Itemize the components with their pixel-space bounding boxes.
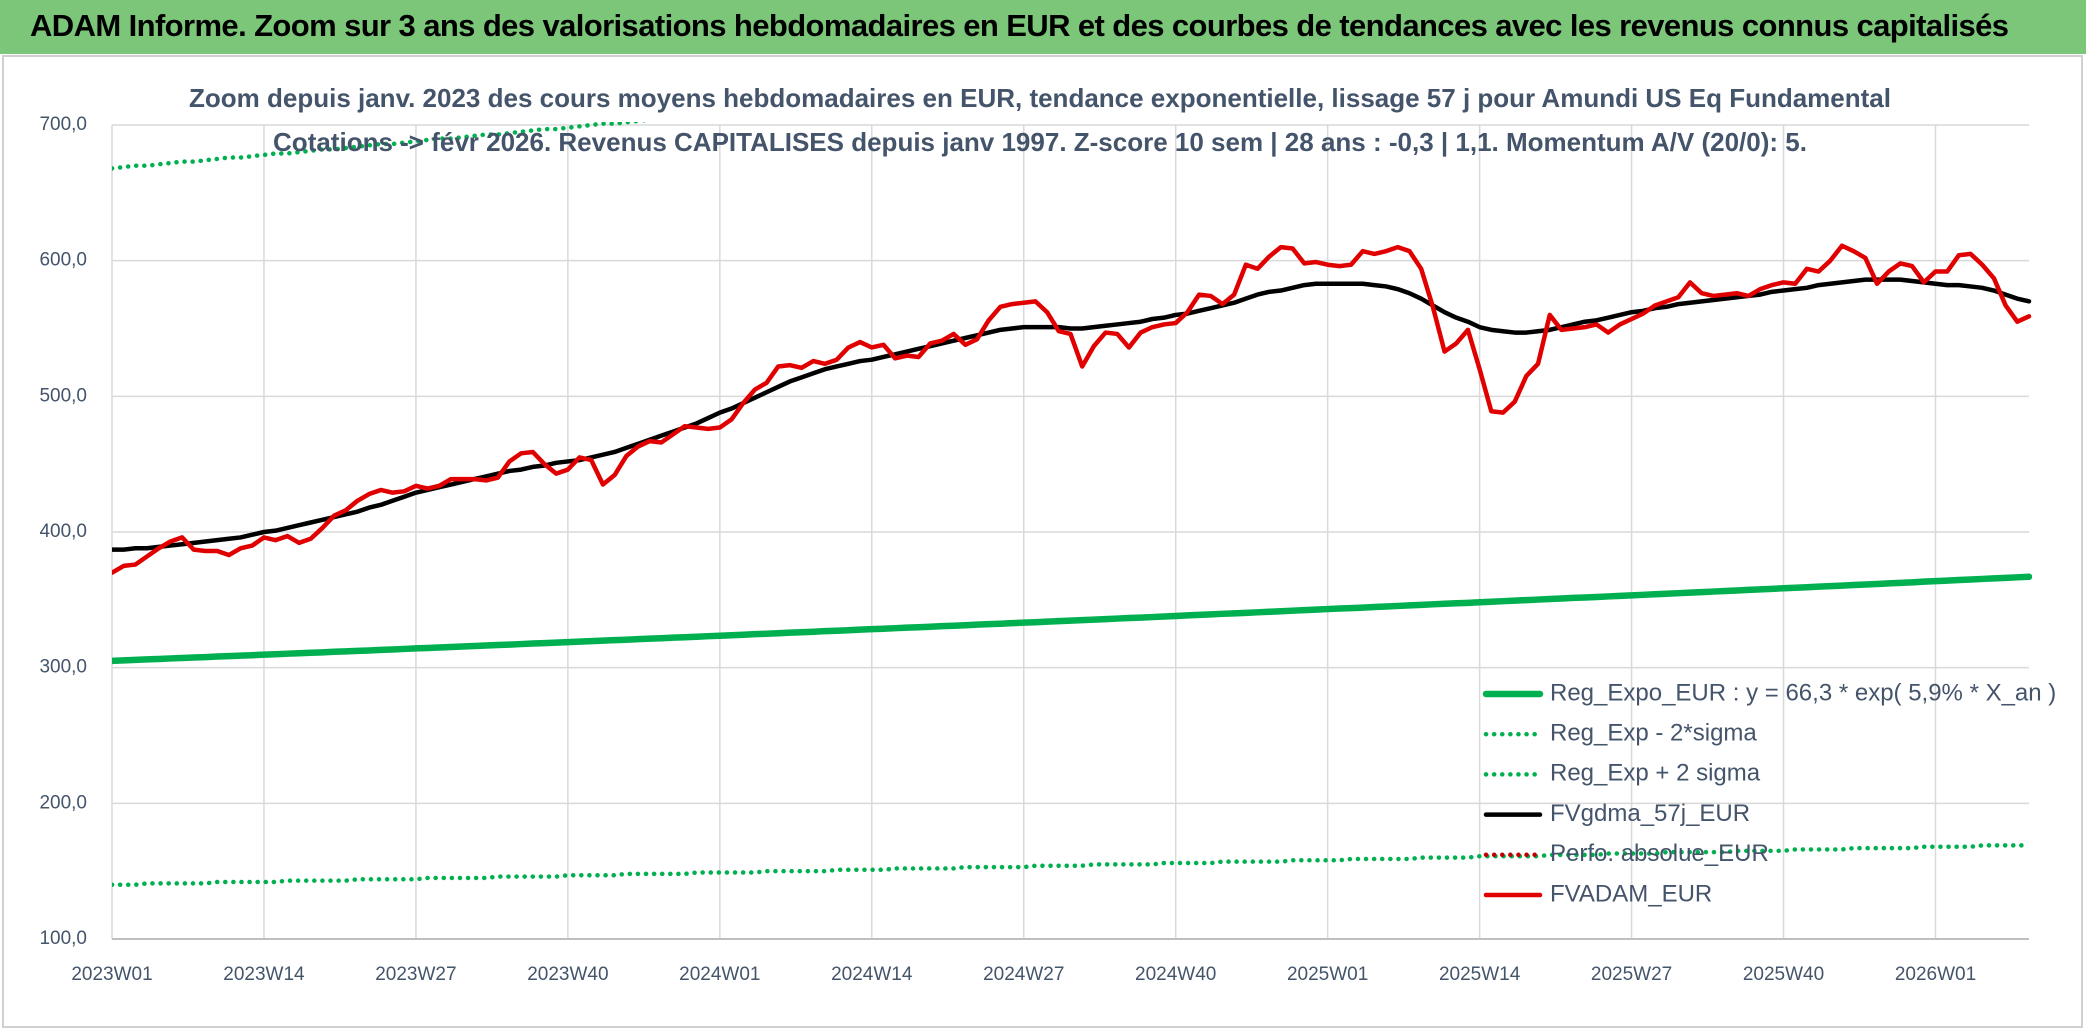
- series-line: [112, 277, 2032, 552]
- x-tick-label: 2023W40: [527, 964, 608, 985]
- chart-title: Zoom depuis janv. 2023 des cours moyens …: [189, 83, 1891, 113]
- y-tick-label: 600,0: [39, 250, 87, 271]
- series-line: [112, 573, 2032, 665]
- legend-label: Reg_Exp + 2 sigma: [1550, 760, 1761, 787]
- x-tick-label: 2025W27: [1591, 964, 1672, 985]
- page-title: ADAM Informe. Zoom sur 3 ans des valoris…: [30, 8, 2009, 43]
- x-tick-label: 2024W40: [1135, 964, 1216, 985]
- y-tick-label: 500,0: [39, 385, 87, 406]
- y-tick-label: 200,0: [39, 792, 87, 813]
- chart-subtitle: Cotations -> févr 2026. Revenus CAPITALI…: [273, 127, 1807, 157]
- x-tick-label: 2023W27: [375, 964, 456, 985]
- x-tick-label: 2024W14: [831, 964, 913, 985]
- legend-label: FVADAM_EUR: [1550, 880, 1712, 907]
- chart-frame: [2, 55, 2083, 1028]
- y-tick-label: 700,0: [39, 114, 87, 135]
- x-tick-label: 2026W01: [1895, 964, 1976, 985]
- grid: [111, 124, 2029, 940]
- y-tick-label: 400,0: [39, 521, 87, 542]
- x-tick-label: 2023W14: [223, 964, 305, 985]
- x-tick-label: 2025W14: [1439, 964, 1521, 985]
- legend: Reg_Expo_EUR : y = 66,3 * exp( 5,9% * X_…: [1482, 679, 2056, 907]
- x-tick-label: 2025W40: [1743, 964, 1824, 985]
- legend-label: Perfo. absolue_EUR: [1550, 840, 1769, 867]
- x-tick-label: 2025W01: [1287, 964, 1368, 985]
- legend-label: Reg_Expo_EUR : y = 66,3 * exp( 5,9% * X_…: [1550, 679, 2056, 706]
- x-tick-label: 2024W01: [679, 964, 760, 985]
- y-tick-label: 100,0: [39, 928, 87, 949]
- y-tick-label: 300,0: [39, 657, 87, 678]
- legend-label: FVgdma_57j_EUR: [1550, 800, 1750, 827]
- legend-label: Reg_Exp - 2*sigma: [1550, 720, 1757, 747]
- x-tick-label: 2023W01: [71, 964, 152, 985]
- plot: [112, 122, 2032, 887]
- series-line: [112, 243, 2032, 575]
- x-tick-label: 2024W27: [983, 964, 1064, 985]
- banner: ADAM Informe. Zoom sur 3 ans des valoris…: [0, 0, 2086, 54]
